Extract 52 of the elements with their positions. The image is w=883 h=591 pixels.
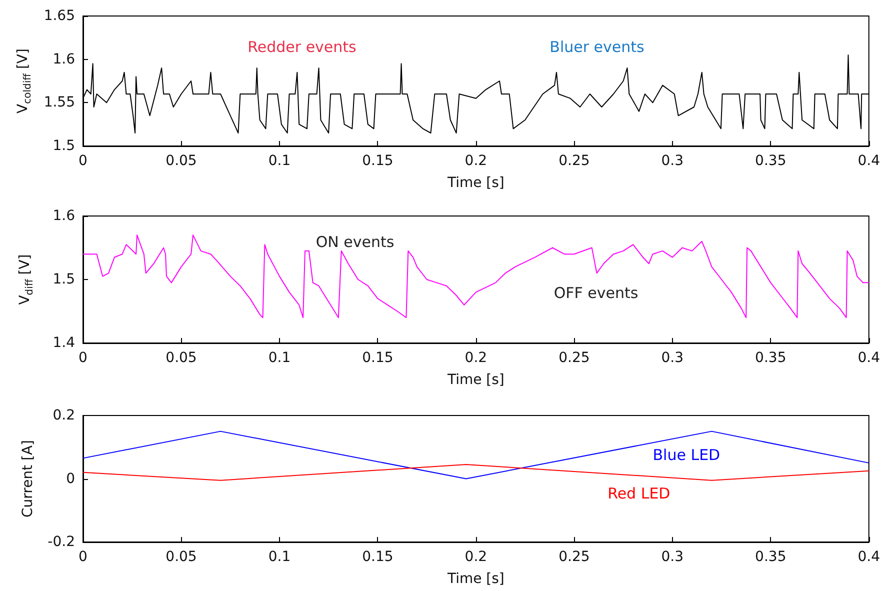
y-tick-label: 1.5	[52, 138, 75, 154]
line-series	[82, 430, 870, 480]
x-tick-label: 0.35	[755, 350, 786, 366]
x-tick-label: 0.15	[362, 549, 394, 565]
y-tick-label: 1.5	[52, 272, 75, 288]
line-series	[82, 464, 870, 481]
x-tick-label: 0.3	[661, 549, 684, 565]
x-tick-label: 0.4	[858, 153, 880, 169]
x-tick-label: 0.4	[858, 350, 880, 366]
x-tick-label: 0.35	[755, 549, 786, 565]
y-tick-label: 1.4	[52, 335, 76, 351]
series-label: Blue LED	[652, 446, 720, 464]
annotation: Bluer events	[550, 38, 645, 56]
x-tick-label: 0	[78, 350, 88, 366]
x-tick-label: 0.25	[558, 153, 590, 169]
y-tick-label: 1.6	[52, 208, 76, 224]
y-tick-label: 1.6	[52, 51, 76, 68]
y-tick-label: 0	[66, 470, 75, 487]
x-tick-label: 0.25	[558, 350, 590, 366]
y-axis-title: Vcoldiff [V]	[14, 48, 34, 114]
annotation: Redder events	[248, 38, 357, 56]
y-axis-title: Current [A]	[20, 440, 36, 518]
x-tick-label: 0.35	[755, 153, 786, 169]
y-tick-label: -0.2	[48, 534, 75, 550]
x-tick-label: 0.2	[464, 153, 488, 169]
x-tick-label: 0.1	[268, 549, 291, 565]
annotation: OFF events	[554, 284, 638, 302]
x-tick-label: 0.15	[362, 350, 394, 366]
x-tick-label: 0.1	[268, 153, 291, 169]
x-tick-label: 0.4	[858, 549, 880, 565]
x-tick-label: 0.25	[558, 549, 590, 565]
x-axis-title: Time [s]	[446, 571, 504, 587]
y-tick-label: 0.2	[52, 408, 75, 424]
y-axis-title: Vdiff [V]	[17, 254, 36, 305]
x-tick-label: 0	[78, 549, 88, 565]
x-tick-label: 0.05	[166, 350, 197, 366]
y-tick-label: 1.65	[44, 8, 75, 24]
series-label: Red LED	[608, 484, 670, 503]
x-tick-label: 0.05	[166, 153, 197, 169]
x-axis-title: Time [s]	[446, 175, 504, 191]
line-series	[82, 234, 870, 318]
x-tick-label: 0.3	[661, 350, 684, 366]
x-tick-label: 0	[78, 153, 88, 169]
x-axis-title: Time [s]	[446, 372, 504, 388]
annotation: ON events	[316, 233, 394, 251]
y-tick-label: 1.55	[44, 94, 75, 111]
x-tick-label: 0.2	[464, 549, 488, 565]
x-tick-label: 0.3	[661, 153, 684, 169]
x-tick-label: 0.2	[464, 350, 488, 366]
x-tick-label: 0.15	[362, 153, 394, 169]
x-tick-label: 0.1	[268, 350, 291, 366]
x-tick-label: 0.05	[166, 549, 197, 565]
